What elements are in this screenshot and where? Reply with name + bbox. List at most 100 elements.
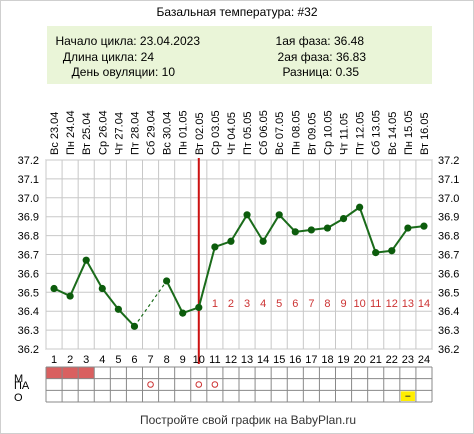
y-tick-label-right: 36.6: [438, 268, 459, 280]
y-tick-label-right: 36.4: [438, 306, 459, 318]
temperature-segment: [101, 287, 120, 310]
phase2-day-label: 5: [276, 298, 282, 310]
phase2-day-label: 11: [370, 298, 381, 310]
phase2-day-label: 2: [228, 298, 234, 310]
y-tick-label-left: 36.4: [18, 306, 39, 318]
day-number-label: 14: [257, 354, 269, 366]
weekday-date-label: Вт 02.05: [194, 112, 206, 155]
day-number-label: 19: [337, 354, 349, 366]
phase2-day-label: 14: [418, 298, 430, 310]
day-number-label: 8: [164, 354, 170, 366]
weekday-date-label: Пн 15.05: [403, 110, 415, 155]
phase2-day-label: 7: [308, 298, 314, 310]
weekday-date-label: Сб 06.05: [258, 110, 270, 155]
temperature-point: [323, 224, 332, 232]
weekday-date-label: Ср 03.05: [210, 110, 222, 155]
day-number-label: 11: [209, 354, 220, 366]
day-number-label: 18: [321, 354, 333, 366]
pa-row-mark: [195, 381, 203, 388]
temperature-point: [98, 284, 106, 293]
temperature-segment: [246, 214, 264, 242]
x-axis-days: 1 2 3 4 5 6 7 8 9 10 11 12 13 14 15 16 17 18 19 20 21 22 23 24: [51, 354, 430, 366]
temperature-point: [82, 256, 90, 264]
y-tick-label-right: 36.5: [438, 287, 459, 299]
y-tick-label-left: 36.5: [18, 287, 39, 299]
temperature-segment: [197, 246, 216, 308]
phase1-average: 1ая фаза: 36.48: [276, 34, 365, 48]
weekday-date-label: Ср 10.05: [322, 110, 334, 155]
day-number-label: 23: [402, 354, 414, 366]
y-tick-label-right: 37.1: [438, 174, 459, 186]
y-tick-label-left: 36.3: [18, 325, 39, 337]
temperature-point: [420, 222, 428, 230]
temperature-segment: [165, 280, 184, 314]
weekday-date-label: Пн 24.04: [65, 110, 77, 155]
pa-row-mark: [211, 381, 219, 388]
cycle-length: Длина цикла: 24: [63, 50, 154, 64]
y-tick-label-right: 36.7: [438, 250, 459, 262]
weekday-date-label: Чт 11.05: [339, 113, 351, 155]
menses-cell: [62, 367, 79, 379]
temperature-point: [388, 247, 396, 255]
y-tick-label-left: 36.2: [18, 344, 39, 356]
temperature-point: [50, 284, 58, 293]
y-axis: 36.2 36.2 36.3 36.3 36.4 36.4 36.5 36.5 36.6 36.6…: [18, 155, 460, 356]
weekday-date-label: Пн 08.05: [290, 110, 302, 155]
y-tick-label-right: 36.9: [438, 212, 459, 224]
temperature-segment: [230, 214, 248, 242]
weekday-date-label: Вс 14.05: [387, 112, 399, 155]
temperature-point: [163, 277, 171, 285]
day-number-label: 15: [273, 354, 285, 366]
phase2-day-label: 1: [212, 298, 218, 310]
phase2-day-label: 6: [292, 298, 298, 310]
temperature-point: [114, 305, 122, 313]
day-number-label: 21: [370, 354, 382, 366]
y-tick-label-left: 36.6: [18, 268, 39, 280]
phase2-average: 2ая фаза: 36.83: [278, 50, 367, 64]
weekday-date-label: Вс 07.05: [274, 112, 286, 155]
info-background: [47, 26, 432, 84]
temperature-point: [211, 243, 219, 251]
y-tick-label-right: 37.2: [438, 155, 459, 167]
weekday-date-label: Сб 29.04: [146, 110, 158, 155]
day-number-label: 4: [99, 354, 105, 366]
y-tick-label-left: 36.8: [18, 231, 39, 243]
phase2-day-label: 12: [386, 298, 398, 310]
day-number-label: 22: [386, 354, 398, 366]
temperature-segment: [358, 206, 377, 253]
temperature-point: [130, 322, 139, 330]
y-tick-label-right: 36.2: [438, 344, 459, 356]
temperature-difference: Разница: 0.35: [282, 65, 359, 79]
day-number-label: 17: [305, 354, 317, 366]
day-number-label: 1: [51, 354, 57, 366]
y-tick-label-left: 37.0: [18, 193, 39, 205]
weekday-date-label: Чт 27.04: [113, 112, 125, 155]
phase2-day-label: 13: [402, 298, 414, 310]
weekday-date-label: Пт 05.05: [242, 111, 254, 155]
menses-cell: [78, 367, 95, 379]
weekday-date-label: Вт 09.05: [306, 112, 318, 155]
weekday-date-label: Вс 30.04: [162, 112, 174, 155]
weekday-date-label: Ср 26.04: [97, 110, 109, 155]
day-number-label: 7: [147, 354, 153, 366]
day-number-label: 13: [241, 354, 253, 366]
phase2-day-label: 10: [354, 298, 366, 310]
day-number-label: 2: [67, 354, 73, 366]
ovulation-day: День овуляции: 10: [72, 65, 176, 79]
footer-link[interactable]: Постройте свой график на BabyPlan.ru: [140, 413, 356, 427]
temperature-segment: [117, 308, 136, 328]
temperature-point: [291, 228, 299, 236]
y-tick-label-left: 37.1: [18, 174, 39, 186]
day-number-label: 9: [180, 354, 186, 366]
temperature-point: [356, 203, 364, 211]
day-number-label: 24: [418, 354, 430, 366]
temperature-segment: [278, 214, 297, 233]
temperature-point: [243, 211, 251, 219]
y-tick-label-right: 36.8: [438, 231, 459, 243]
plot-area: 1 2 3 4 5 6 7 8 9 10 11 12 13 14: [45, 158, 433, 364]
day-number-label: 10: [193, 354, 205, 366]
weekday-date-label: Пт 12.05: [355, 111, 367, 155]
weekday-date-label: Вс 23.04: [49, 112, 61, 155]
y-tick-label-left: 36.9: [18, 212, 39, 224]
